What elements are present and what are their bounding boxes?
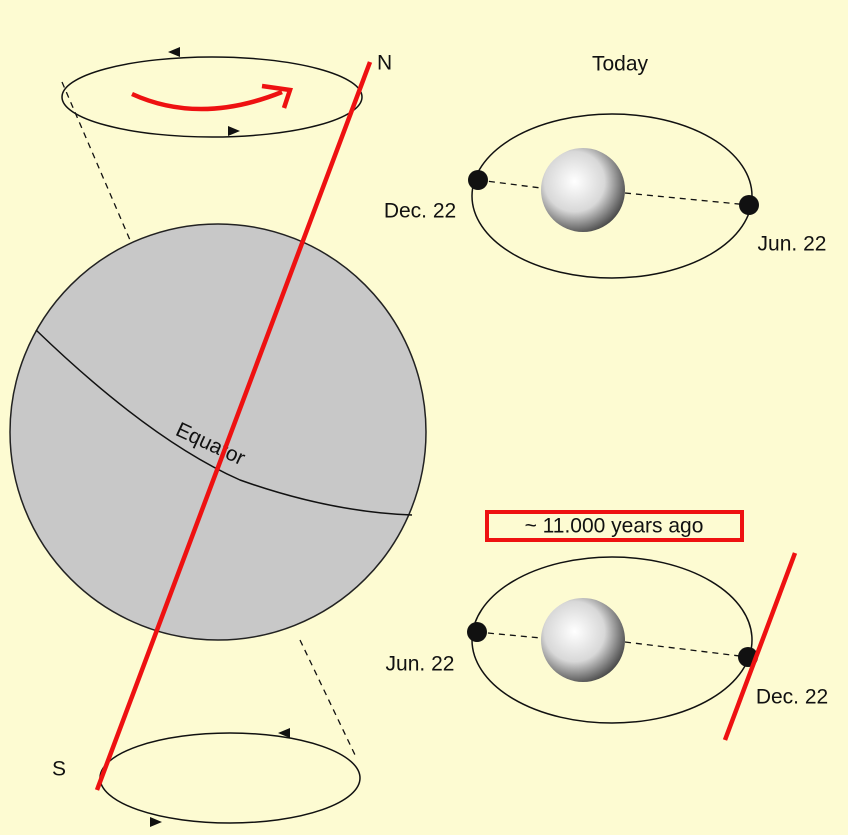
past-title: ~ 11.000 years ago — [525, 515, 704, 538]
earth — [9, 223, 427, 641]
equator-line — [35, 329, 413, 516]
sun — [541, 148, 625, 232]
rotation-arrow — [131, 89, 283, 112]
rotation-axis — [94, 61, 373, 791]
earth-position — [468, 170, 488, 190]
tilt-line — [722, 552, 798, 741]
north-label: N — [377, 52, 392, 75]
earth-position — [739, 195, 759, 215]
orbit-axis — [476, 631, 749, 658]
top-precession-circle — [61, 56, 363, 138]
cone-line — [61, 81, 131, 241]
rotation-arrowhead — [261, 83, 293, 109]
earth-position — [467, 622, 487, 642]
date-label: Jun. 22 — [758, 233, 827, 256]
date-label: Jun. 22 — [386, 653, 455, 676]
south-label: S — [52, 758, 66, 781]
date-label: Dec. 22 — [384, 200, 456, 223]
date-label: Dec. 22 — [756, 686, 828, 709]
today-title: Today — [592, 53, 649, 76]
highlight-box — [485, 510, 744, 542]
orbit-axis — [477, 179, 750, 206]
sun — [541, 598, 625, 682]
